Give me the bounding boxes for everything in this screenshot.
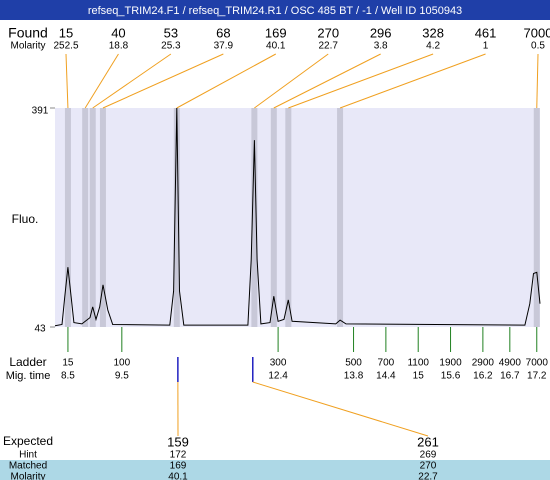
ladder-size: 500: [345, 358, 362, 369]
expected-label: Expected: [3, 434, 53, 448]
found-molarity: 4.2: [426, 41, 440, 52]
mig-time: 15: [413, 371, 425, 382]
found-connector: [176, 53, 277, 109]
ladder-size: 700: [378, 358, 395, 369]
molarity-label: Molarity: [10, 41, 45, 52]
mig-time: 14.4: [376, 371, 396, 382]
found-band: [251, 108, 258, 327]
found-size: 68: [216, 25, 230, 40]
mig-time: 15.6: [441, 371, 461, 382]
mig-time: 8.5: [61, 371, 75, 382]
mig-time: 9.5: [115, 371, 129, 382]
found-band: [82, 108, 89, 327]
found-band: [89, 108, 96, 327]
molarity-label: Molarity: [10, 472, 45, 480]
found-band: [173, 108, 180, 327]
ladder-size: 100: [113, 358, 130, 369]
found-molarity: 25.3: [161, 41, 181, 52]
found-connector: [65, 53, 69, 109]
found-size: 40: [111, 25, 125, 40]
found-connector: [273, 53, 381, 109]
found-label: Found: [8, 25, 48, 41]
found-connector: [254, 53, 329, 109]
found-size: 53: [164, 25, 178, 40]
found-connector: [536, 53, 539, 109]
found-size: 461: [475, 25, 497, 40]
ladder-size: 7000: [526, 358, 549, 369]
found-size: 169: [265, 25, 287, 40]
ladder-size: 15: [62, 358, 74, 369]
found-band: [285, 108, 292, 327]
ladder-size: 4900: [499, 358, 522, 369]
chart-title: refseq_TRIM24.F1 / refseq_TRIM24.R1 / OS…: [88, 5, 462, 17]
found-connector: [288, 53, 434, 109]
expected-connector: [252, 381, 429, 437]
found-size: 296: [370, 25, 392, 40]
found-molarity: 22.7: [318, 41, 338, 52]
title-bar: [0, 0, 550, 20]
found-molarity: 1: [483, 41, 489, 52]
ladder-size: 2900: [472, 358, 495, 369]
found-molarity: 40.1: [266, 41, 286, 52]
mig-time: 13.8: [344, 371, 364, 382]
trace: [54, 107, 541, 327]
found-molarity: 252.5: [53, 41, 78, 52]
ladder-size: 1100: [407, 358, 429, 369]
molarity-value: 22.7: [418, 472, 438, 480]
found-connector: [339, 53, 486, 109]
matched-band: [0, 460, 550, 480]
found-size: 270: [317, 25, 339, 40]
found-band: [533, 108, 540, 327]
found-band: [64, 108, 71, 327]
found-molarity: 37.9: [214, 41, 234, 52]
y-label: Fluo.: [12, 212, 39, 226]
hint-label: Hint: [19, 450, 37, 461]
expected-value: 159: [167, 434, 189, 449]
found-connector: [102, 53, 224, 109]
found-band: [270, 108, 277, 327]
found-molarity: 0.5: [531, 41, 545, 52]
found-connector: [92, 53, 172, 109]
found-size: 15: [59, 25, 73, 40]
mig-time: 16.2: [473, 371, 493, 382]
hint-value: 172: [170, 450, 187, 461]
y-tick-label: 391: [32, 106, 49, 117]
matched-value: 270: [420, 461, 437, 472]
found-size: 328: [422, 25, 444, 40]
ladder-size: 300: [270, 358, 287, 369]
found-molarity: 3.8: [374, 41, 388, 52]
hint-value: 269: [420, 450, 437, 461]
found-band: [99, 108, 106, 327]
molarity-value: 40.1: [168, 472, 188, 480]
ladder-label: Ladder: [9, 355, 46, 369]
mig-time: 17.2: [527, 371, 547, 382]
matched-value: 169: [170, 461, 187, 472]
mig-time: 12.4: [268, 371, 288, 382]
found-band: [337, 108, 344, 327]
mig-time: 16.7: [500, 371, 520, 382]
plot-area: [55, 108, 540, 327]
mig-time-label: Mig. time: [6, 370, 51, 382]
y-tick-label: 43: [34, 324, 46, 335]
ladder-size: 1900: [439, 358, 462, 369]
found-connector: [84, 53, 119, 109]
found-molarity: 18.8: [109, 41, 129, 52]
matched-label: Matched: [9, 461, 47, 472]
found-size: 7000: [524, 25, 550, 40]
expected-value: 261: [417, 434, 439, 449]
